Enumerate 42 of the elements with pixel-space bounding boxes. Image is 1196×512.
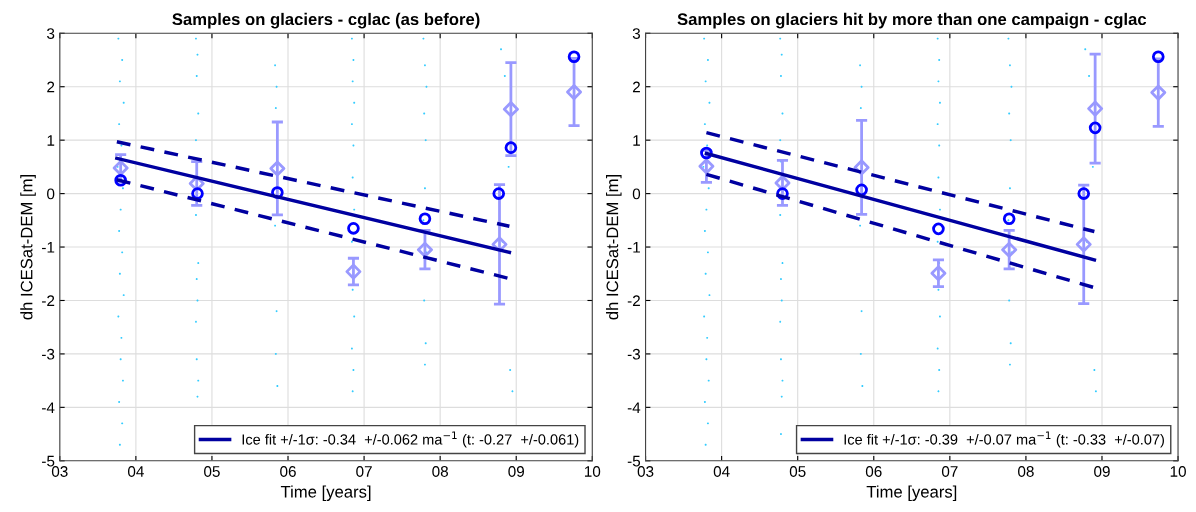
x-tick-label: 10 [584, 466, 601, 477]
x-tick-label: 04 [713, 466, 730, 477]
y-tick-label: 1 [47, 135, 55, 146]
x-axis-title: Time [years] [866, 485, 957, 501]
x-tick-label: 06 [865, 466, 882, 477]
y-tick-label: -3 [42, 348, 55, 360]
y-tick-label: -2 [42, 295, 55, 307]
x-axis-title: Time [years] [280, 485, 371, 501]
y-tick-label: 1 [633, 135, 640, 146]
x-tick-label: 04 [127, 466, 144, 477]
y-tick-label: 2 [632, 81, 640, 93]
legend-label: Ice fit +/-1σ: -0.39 +/-0.07 ma$^{−1}$ (t: -0.33 +/-0.07) [844, 431, 1164, 448]
y-tick-label: -1 [42, 242, 55, 253]
y-tick-label: 0 [47, 188, 55, 200]
chart-title: Samples on glaciers - cglac (as before) [172, 12, 480, 29]
y-tick-label: -3 [627, 348, 641, 360]
x-tick-label: 03 [51, 466, 68, 477]
y-tick-label: -5 [627, 455, 641, 467]
y-axis-title: dh ICESat-DEM [m] [606, 175, 622, 320]
y-tick-label: 0 [632, 188, 641, 200]
x-tick-label: 03 [637, 466, 654, 477]
chart-title: Samples on glaciers hit by more than one campaign - cglac [677, 12, 1147, 29]
legend-label: Ice fit +/-1σ: -0.34 +/-0.062 ma$^{−1}$ (t: -0.27 +/-0.061) [242, 431, 579, 448]
x-tick-label: 05 [789, 466, 806, 477]
x-tick-label: 07 [941, 466, 958, 477]
y-tick-label: -4 [42, 402, 55, 413]
y-axis-title: dh ICESat-DEM [m] [20, 175, 36, 320]
x-tick-label: 06 [280, 466, 296, 477]
y-tick-label: -1 [627, 242, 640, 253]
x-tick-label: 09 [508, 466, 525, 477]
y-tick-label: -2 [627, 295, 640, 307]
y-tick-label: -4 [627, 402, 641, 413]
y-tick-label: 2 [47, 81, 55, 93]
x-tick-label: 09 [1094, 466, 1110, 477]
y-tick-label: 3 [47, 28, 55, 39]
x-tick-label: 05 [204, 466, 220, 477]
y-tick-label: -5 [42, 455, 55, 467]
x-tick-label: 08 [432, 466, 448, 477]
y-tick-label: 3 [632, 28, 641, 39]
x-tick-label: 08 [1018, 466, 1034, 477]
x-tick-label: 10 [1170, 466, 1186, 477]
x-tick-label: 07 [356, 466, 372, 477]
